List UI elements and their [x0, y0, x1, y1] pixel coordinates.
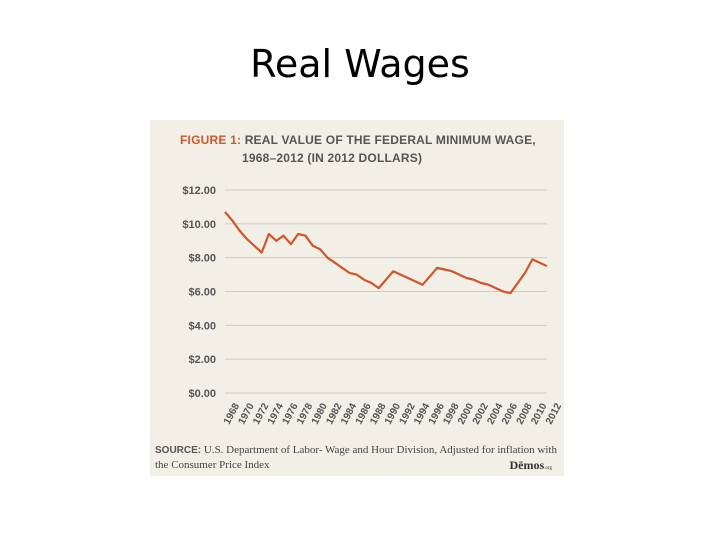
- brand-name: Dēmos: [509, 458, 545, 472]
- figure-label: FIGURE 1:: [180, 133, 242, 147]
- y-tick-label: $8.00: [188, 253, 216, 265]
- y-tick-label: $0.00: [188, 388, 216, 400]
- figure-panel: $0.00 $2.00 $4.00 $6.00 $8.00 $10.00 $12.00 196…: [150, 120, 564, 476]
- y-tick-label: $6.00: [188, 287, 216, 299]
- y-tick-label: $12.00: [182, 185, 216, 197]
- brand-suffix: .org: [544, 466, 552, 471]
- brand-logo: Dēmos.org: [510, 458, 553, 473]
- source-text: U.S. Department of Labor- Wage and Hour …: [155, 444, 557, 471]
- line-chart: $0.00$2.00$4.00$6.00$8.00$10.00$12.00196…: [182, 185, 564, 426]
- figure-title-line2: 1968–2012 (IN 2012 DOLLARS): [242, 151, 423, 165]
- figure-title-line1: REAL VALUE OF THE FEDERAL MINIMUM WAGE,: [244, 133, 536, 147]
- y-tick-label: $4.00: [188, 320, 216, 332]
- source-note: SOURCE: U.S. Department of Labor- Wage a…: [155, 443, 559, 473]
- y-tick-label: $10.00: [182, 219, 216, 231]
- figure-title: FIGURE 1: REAL VALUE OF THE FEDERAL MINI…: [180, 131, 560, 167]
- y-tick-label: $2.00: [188, 354, 216, 366]
- slide-title: Real Wages: [250, 42, 470, 86]
- x-tick-label: 2012: [544, 401, 564, 426]
- series-line: [224, 211, 548, 295]
- source-label: SOURCE:: [155, 445, 202, 456]
